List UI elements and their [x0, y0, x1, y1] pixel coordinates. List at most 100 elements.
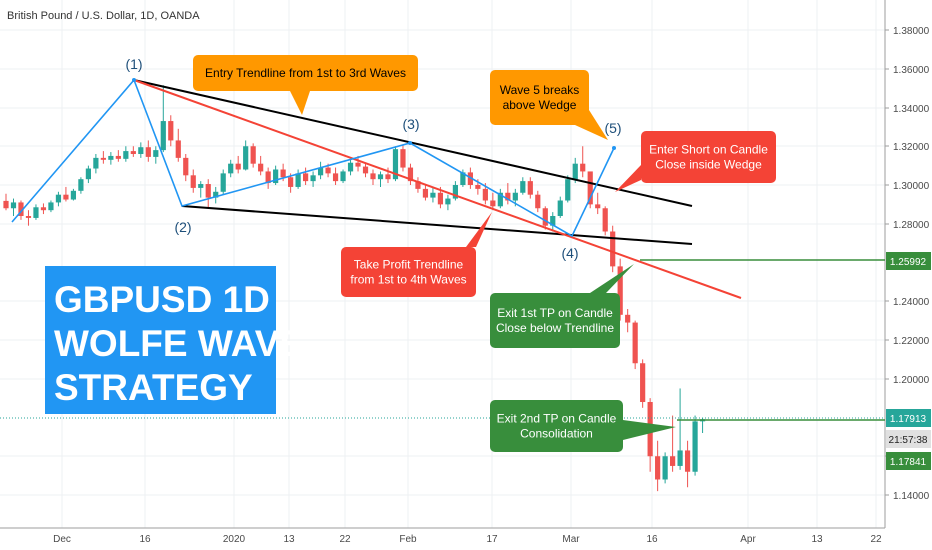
annotation-pointer	[623, 420, 676, 440]
candle-body	[610, 231, 616, 267]
x-tick-label: Dec	[53, 534, 71, 545]
x-axis-labels: Dec 16 2020 13 22 Feb 17 Mar 16 Apr 13 22	[53, 534, 882, 545]
axes	[0, 0, 886, 529]
candle-body	[572, 163, 578, 180]
candle-body	[123, 151, 129, 159]
y-tick-label: 1.34000	[893, 104, 930, 115]
candle-body	[138, 147, 144, 154]
candle-body	[205, 184, 211, 198]
candle-body	[430, 192, 436, 198]
candle-body	[153, 150, 159, 157]
candle-body	[220, 173, 226, 192]
annotation-text: above Wedge	[503, 98, 577, 112]
candle-body	[445, 198, 451, 205]
wedge-lower-line	[181, 205, 693, 245]
candle-body	[437, 192, 444, 205]
wave-label: (4)	[561, 245, 578, 261]
candle-body	[347, 162, 354, 172]
wave-point	[408, 141, 412, 145]
y-tick-label: 1.22000	[893, 336, 930, 347]
wave-label: (3)	[402, 116, 419, 132]
candle-body	[460, 172, 466, 185]
candle-body	[243, 146, 249, 170]
annotation-text: Enter Short on Candle	[649, 143, 768, 157]
candle-body	[550, 216, 556, 226]
price-tag-label: 21:57:38	[889, 435, 928, 446]
price-tag-bg	[886, 452, 931, 470]
title-box-bg	[45, 266, 276, 414]
candle-body	[452, 185, 458, 199]
candle-body	[370, 173, 376, 180]
candle-body	[340, 171, 346, 182]
candle-body	[160, 121, 166, 151]
candles	[3, 85, 706, 492]
candle-body	[617, 266, 623, 315]
candle-body	[482, 188, 488, 201]
candle-body	[520, 181, 526, 193]
annotation-pointer	[615, 165, 641, 192]
take-profit-trendline	[133, 79, 742, 299]
candle-body	[632, 322, 638, 364]
candle-body	[692, 421, 698, 472]
annotation-pointer	[590, 264, 634, 293]
candle-body	[18, 202, 24, 216]
price-tag-label: 1.25992	[890, 257, 927, 268]
candle-body	[10, 202, 17, 209]
y-tick-label: 1.30000	[893, 181, 930, 192]
annotations: Entry Trendline from 1st to 3rd Waves Wav…	[193, 55, 776, 452]
candle-body	[85, 168, 91, 180]
candle-body	[175, 140, 181, 158]
price-tag-bg	[886, 252, 931, 270]
wave-point	[132, 78, 136, 82]
candle-body	[325, 167, 331, 174]
y-tick-label: 1.38000	[893, 26, 930, 37]
candle-body	[595, 204, 601, 209]
y-tick-label: 1.32000	[893, 142, 930, 153]
candle-body	[580, 163, 586, 172]
candle-body	[677, 450, 683, 466]
annotation-text: Exit 1st TP on Candle	[497, 306, 613, 320]
candle-body	[108, 155, 114, 160]
candle-body	[505, 192, 511, 201]
candle-body	[355, 162, 361, 167]
candle-body	[265, 171, 271, 184]
candle-body	[190, 175, 196, 188]
candle-body	[33, 207, 39, 218]
wave-point	[612, 146, 616, 150]
candle-body	[625, 314, 631, 323]
candle-body	[55, 194, 62, 203]
wave-label: (1)	[125, 56, 142, 72]
candle-body	[415, 181, 421, 189]
wave-label: (5)	[604, 120, 621, 136]
x-tick-label: 16	[646, 534, 658, 545]
price-tag-bg	[886, 409, 931, 427]
candle-body	[527, 181, 533, 195]
candle-body	[295, 173, 301, 187]
wave-label: (2)	[174, 219, 191, 235]
annotation-box	[490, 293, 620, 348]
candle-body	[542, 208, 548, 226]
candle-body	[467, 172, 473, 185]
wave-labels: (1) (2) (3) (4) (5)	[125, 56, 621, 261]
x-tick-label: 22	[870, 534, 882, 545]
candle-body	[168, 121, 174, 141]
candle-body	[100, 157, 106, 160]
y-tick-label: 1.20000	[893, 375, 930, 386]
candle-body	[497, 192, 503, 207]
candle-body	[385, 174, 391, 180]
candle-body	[63, 194, 69, 200]
candle-body	[250, 146, 256, 164]
candle-body	[40, 207, 47, 211]
x-tick-label: 17	[486, 534, 498, 545]
candle-body	[228, 163, 234, 174]
annotation-text: Consolidation	[520, 427, 593, 441]
candle-body	[422, 188, 429, 198]
price-tag-bg	[886, 430, 931, 448]
candle-body	[25, 216, 32, 218]
annotation-text: Exit 2nd TP on Candle	[497, 412, 617, 426]
candle-body	[78, 179, 84, 191]
annotation-box	[193, 55, 418, 91]
x-tick-label: Apr	[740, 534, 756, 545]
candle-body	[70, 190, 77, 200]
